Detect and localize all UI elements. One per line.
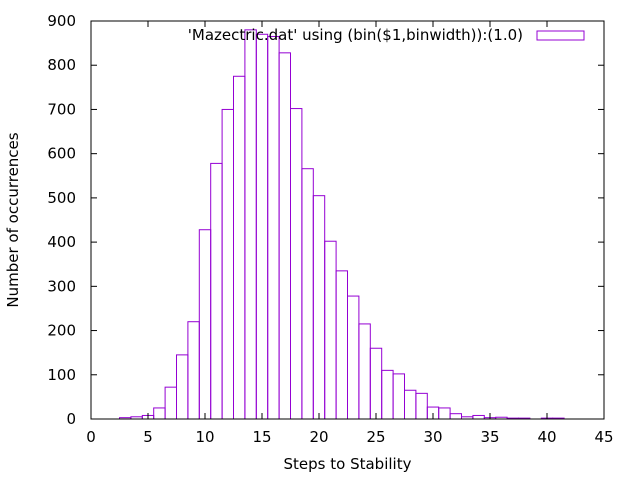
x-axis-title: Steps to Stability [284,455,412,473]
y-tick-label: 900 [47,12,76,30]
histogram-bar [210,162,223,420]
histogram-bar [369,347,383,420]
histogram-bar [244,29,257,420]
histogram-bar [415,392,428,420]
histogram-bar [267,35,280,420]
histogram-bar [381,369,394,420]
histogram-bar [472,414,485,420]
histogram-bar [278,52,292,420]
histogram-bar [153,407,166,420]
legend: 'Mazectric.dat' using (bin($1,binwidth))… [188,26,585,44]
histogram-bar [392,373,406,420]
plot-frame [90,20,605,420]
histogram-bar [358,323,371,420]
histogram-bar [347,295,360,420]
histogram-bar [233,75,246,420]
x-tick-label: 45 [594,428,613,446]
bars-group [119,29,565,420]
y-tick-label: 200 [47,322,76,340]
histogram-bar [404,389,417,420]
histogram-bar [324,240,337,420]
y-tick-label: 500 [47,189,76,207]
histogram-bar [221,108,235,420]
y-tick-label: 300 [47,277,76,295]
histogram-bar [290,108,303,420]
x-tick-label: 40 [537,428,556,446]
x-tick-label: 10 [195,428,214,446]
y-tick-label: 100 [47,366,76,384]
x-tick-label: 20 [309,428,328,446]
y-tick-label: 700 [47,100,76,118]
x-tick-label: 0 [86,428,96,446]
x-tick-label: 5 [143,428,153,446]
tick-labels-group: 0 5 10 15 20 25 30 35 40 45 0 100 200 300 400 500 600 700… [47,12,613,446]
legend-swatch [536,30,585,41]
y-tick-label: 0 [66,410,76,428]
y-tick-label: 800 [47,56,76,74]
histogram-bar [255,33,269,420]
histogram-bar [301,168,314,420]
y-axis-title: Number of occurrences [4,132,22,307]
y-tick-label: 600 [47,145,76,163]
x-tick-label: 35 [480,428,499,446]
x-tick-label: 30 [423,428,442,446]
histogram-bar [187,321,200,420]
histogram-bar [449,413,463,420]
histogram-bar [312,195,326,420]
legend-label: 'Mazectric.dat' using (bin($1,binwidth))… [188,26,523,44]
x-tick-label: 25 [366,428,385,446]
x-tick-label: 15 [252,428,271,446]
histogram-bar [176,354,189,420]
histogram-bar [335,270,349,420]
histogram-bar [198,229,212,420]
histogram-bar [438,407,451,420]
ticks-group [90,20,605,420]
y-tick-label: 400 [47,233,76,251]
histogram-bar [164,386,178,420]
